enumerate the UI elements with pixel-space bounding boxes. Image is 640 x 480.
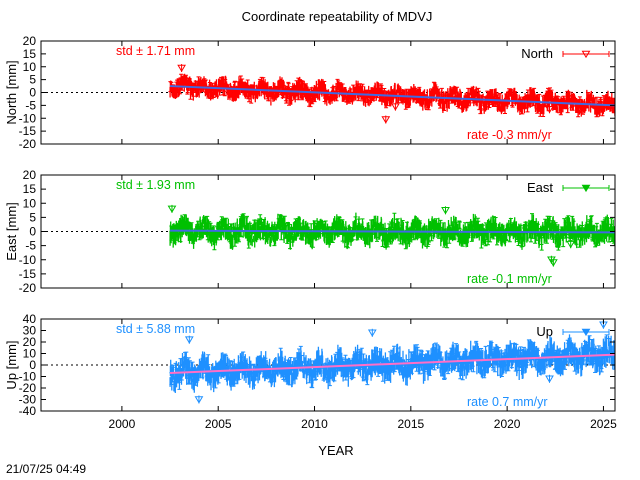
std-label-up: std ± 5.88 mm bbox=[116, 322, 195, 336]
outlier-marker bbox=[184, 336, 194, 344]
outlier-marker bbox=[367, 329, 377, 337]
timestamp: 21/07/25 04:49 bbox=[6, 462, 86, 476]
rate-label-north: rate -0.3 mm/yr bbox=[467, 128, 552, 142]
y-tick-label: -40 bbox=[19, 404, 37, 418]
trend-line-up bbox=[170, 353, 615, 375]
y-tick-label: 15 bbox=[23, 47, 37, 61]
y-tick-label: -20 bbox=[19, 381, 37, 395]
legend-label-east: East bbox=[527, 180, 553, 195]
data-series-up bbox=[169, 320, 615, 404]
rate-label-east: rate -0.1 mm/yr bbox=[467, 272, 552, 286]
y-tick-label: 40 bbox=[23, 312, 37, 326]
y-tick-label: 10 bbox=[23, 60, 37, 74]
x-axis-title: YEAR bbox=[318, 443, 353, 458]
x-tick-label: 2005 bbox=[205, 417, 232, 431]
y-tick-label: -15 bbox=[19, 267, 37, 281]
error-bar-caps-north bbox=[168, 73, 615, 118]
y-tick-label: -20 bbox=[19, 281, 37, 295]
y-tick-label: 20 bbox=[23, 34, 37, 48]
y-tick-label: 10 bbox=[23, 196, 37, 210]
y-tick-label: 5 bbox=[29, 210, 36, 224]
outlier-marker bbox=[381, 116, 391, 124]
y-axis-title-up: Up [mm] bbox=[4, 340, 19, 389]
legend-marker-north bbox=[581, 50, 591, 59]
outlier-marker bbox=[177, 64, 186, 73]
chart-title: Coordinate repeatability of MDVJ bbox=[242, 9, 433, 24]
outlier-marker bbox=[441, 207, 450, 215]
outlier-marker bbox=[548, 259, 558, 267]
y-tick-label: 5 bbox=[29, 73, 36, 87]
y-axis-title-east: East [mm] bbox=[4, 202, 19, 261]
outlier-marker bbox=[566, 240, 576, 249]
trend-line-north bbox=[170, 85, 615, 107]
y-tick-label: 20 bbox=[23, 335, 37, 349]
y-axis-title-north: North [mm] bbox=[4, 60, 19, 124]
y-tick-label: 30 bbox=[23, 324, 37, 338]
y-tick-label: -20 bbox=[19, 137, 37, 151]
trend-line-east bbox=[170, 229, 615, 234]
outlier-marker bbox=[194, 396, 204, 404]
y-tick-label: -10 bbox=[19, 370, 37, 384]
y-tick-label: -30 bbox=[19, 393, 37, 407]
y-tick-label: 0 bbox=[29, 358, 36, 372]
x-tick-label: 2025 bbox=[590, 417, 617, 431]
legend-label-up: Up bbox=[536, 324, 553, 339]
std-label-north: std ± 1.71 mm bbox=[116, 44, 195, 58]
outlier-marker bbox=[545, 375, 554, 383]
data-series-east bbox=[167, 204, 615, 267]
outlier-marker bbox=[391, 103, 400, 111]
y-tick-label: -5 bbox=[25, 239, 36, 253]
y-tick-label: 15 bbox=[23, 182, 37, 196]
y-tick-label: -5 bbox=[25, 98, 36, 112]
y-tick-label: 20 bbox=[23, 168, 37, 182]
x-tick-label: 2010 bbox=[301, 417, 328, 431]
x-tick-label: 2015 bbox=[397, 417, 424, 431]
y-tick-label: 10 bbox=[23, 347, 37, 361]
legend-marker-east bbox=[581, 184, 591, 193]
outlier-marker bbox=[167, 205, 177, 214]
y-tick-label: 0 bbox=[29, 225, 36, 239]
y-tick-label: 0 bbox=[29, 86, 36, 100]
data-series-north bbox=[168, 64, 615, 124]
y-tick-label: -10 bbox=[19, 111, 37, 125]
legend-marker-up bbox=[581, 328, 591, 337]
std-label-east: std ± 1.93 mm bbox=[116, 178, 195, 192]
legend-label-north: North bbox=[521, 46, 553, 61]
x-tick-label: 2020 bbox=[494, 417, 521, 431]
x-tick-label: 2000 bbox=[109, 417, 136, 431]
rate-label-up: rate 0.7 mm/yr bbox=[467, 395, 548, 409]
y-tick-label: -15 bbox=[19, 124, 37, 138]
outlier-marker bbox=[545, 105, 554, 114]
y-tick-label: -10 bbox=[19, 253, 37, 267]
